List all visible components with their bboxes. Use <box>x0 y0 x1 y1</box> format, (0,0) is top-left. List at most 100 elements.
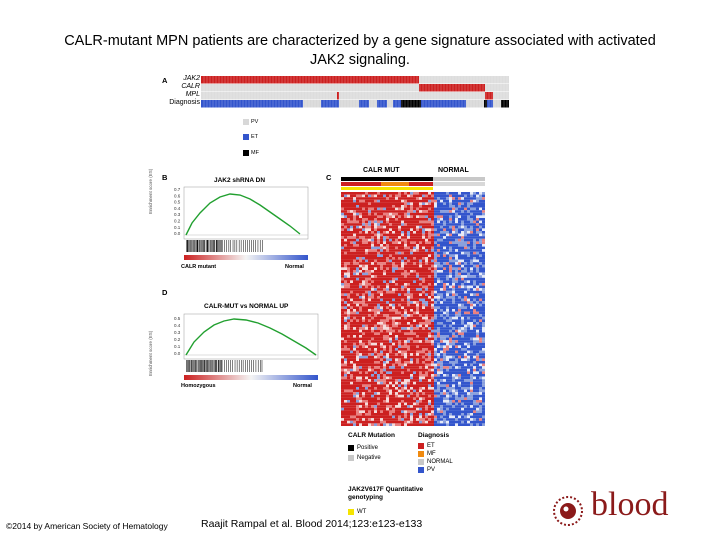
heatmap-cell <box>443 322 446 325</box>
heatmap-cell <box>443 236 446 239</box>
heatmap-cell <box>455 205 458 208</box>
heatmap-cell <box>395 241 398 244</box>
heatmap-cell <box>386 337 389 341</box>
heatmap-cell <box>353 205 356 208</box>
heatmap-cell <box>434 228 437 231</box>
heatmap-cell <box>392 194 395 198</box>
heatmap-cell <box>458 249 461 252</box>
heatmap-cell <box>428 345 431 348</box>
heatmap-cell <box>431 283 434 286</box>
heatmap-cell <box>431 309 434 312</box>
heatmap-cell <box>419 218 422 221</box>
heatmap-cell <box>413 402 416 406</box>
heatmap-cell <box>455 290 458 294</box>
heatmap-cell <box>374 397 377 400</box>
heatmap-cell <box>443 192 446 195</box>
heatmap-cell <box>383 337 386 341</box>
heatmap-cell <box>368 296 371 299</box>
heatmap-cell <box>458 358 461 361</box>
heatmap-cell <box>470 215 473 218</box>
heatmap-cell <box>416 345 419 348</box>
heatmap-cell <box>353 296 356 299</box>
heatmap-cell <box>401 332 404 335</box>
heatmap-cell <box>455 257 458 260</box>
heatmap-cell <box>440 316 443 320</box>
heatmap-cell <box>359 374 362 377</box>
heatmap-cell <box>422 410 425 413</box>
heatmap-cell <box>377 244 380 247</box>
heatmap-cell <box>392 329 395 333</box>
heatmap-cell <box>455 288 458 291</box>
heatmap-cell <box>407 423 410 426</box>
legend-diag-normal-swatch <box>418 459 424 465</box>
heatmap-cell <box>461 332 464 335</box>
heatmap-cell <box>464 418 467 421</box>
heatmap-cell <box>476 199 479 203</box>
heatmap-cell <box>350 236 353 239</box>
heatmap-cell <box>371 379 374 382</box>
heatmap-cell <box>398 262 401 265</box>
heatmap-cell <box>416 246 419 250</box>
heatmap-cell <box>377 368 380 372</box>
heatmap-cell <box>395 363 398 367</box>
heatmap-cell <box>482 335 485 338</box>
heatmap-cell <box>398 199 401 203</box>
heatmap-cell <box>380 270 383 273</box>
heatmap-cell <box>380 202 383 205</box>
heatmap-cell <box>404 363 407 367</box>
heatmap-cell <box>353 400 356 403</box>
heatmap-cell <box>452 306 455 309</box>
heatmap-cell <box>365 257 368 260</box>
heatmap-cell <box>395 303 398 307</box>
heatmap-cell <box>353 199 356 203</box>
heatmap-cell <box>350 233 353 237</box>
heatmap-cell <box>431 215 434 218</box>
heatmap-cell <box>482 212 485 216</box>
heatmap-cell <box>467 293 470 296</box>
heatmap-cell <box>371 306 374 309</box>
heatmap-cell <box>356 335 359 338</box>
heatmap-cell <box>350 231 353 234</box>
heatmap-cell <box>407 241 410 244</box>
heatmap-cell <box>380 275 383 278</box>
heatmap-cell <box>392 342 395 346</box>
heatmap-cell <box>461 374 464 377</box>
heatmap-cell <box>386 381 389 385</box>
heatmap-cell <box>419 350 422 354</box>
legend-pv-swatch <box>243 119 249 125</box>
heatmap-cell <box>404 290 407 294</box>
heatmap-cell <box>374 298 377 302</box>
heatmap-cell <box>461 348 464 351</box>
heatmap-cell <box>344 389 347 393</box>
heatmap-cell <box>416 275 419 278</box>
heatmap-cell <box>416 309 419 312</box>
heatmap-cell <box>458 241 461 244</box>
heatmap-cell <box>353 329 356 333</box>
heatmap-cell <box>359 319 362 322</box>
heatmap-cell <box>419 402 422 406</box>
heatmap-cell <box>398 277 401 281</box>
heatmap-cell <box>386 374 389 377</box>
heatmap-cell <box>347 251 350 255</box>
heatmap-cell <box>410 225 413 229</box>
heatmap-cell <box>422 264 425 268</box>
heatmap-cell <box>356 228 359 231</box>
heatmap-cell <box>443 231 446 234</box>
heatmap-cell <box>425 244 428 247</box>
heatmap-cell <box>455 397 458 400</box>
legend-negative-swatch <box>348 455 354 461</box>
heatmap-cell <box>467 379 470 382</box>
panel-d-letter: D <box>162 288 168 297</box>
heatmap-cell <box>380 280 383 283</box>
heatmap-cell <box>365 309 368 312</box>
heatmap-cell <box>383 402 386 406</box>
heatmap-cell <box>431 272 434 276</box>
heatmap-cell <box>416 264 419 268</box>
heatmap-cell <box>416 249 419 252</box>
heatmap-cell <box>479 324 482 328</box>
heatmap-cell <box>371 350 374 354</box>
heatmap-cell <box>470 267 473 270</box>
heatmap-cell <box>383 225 386 229</box>
heatmap-cell <box>476 223 479 226</box>
heatmap-cell <box>434 327 437 330</box>
